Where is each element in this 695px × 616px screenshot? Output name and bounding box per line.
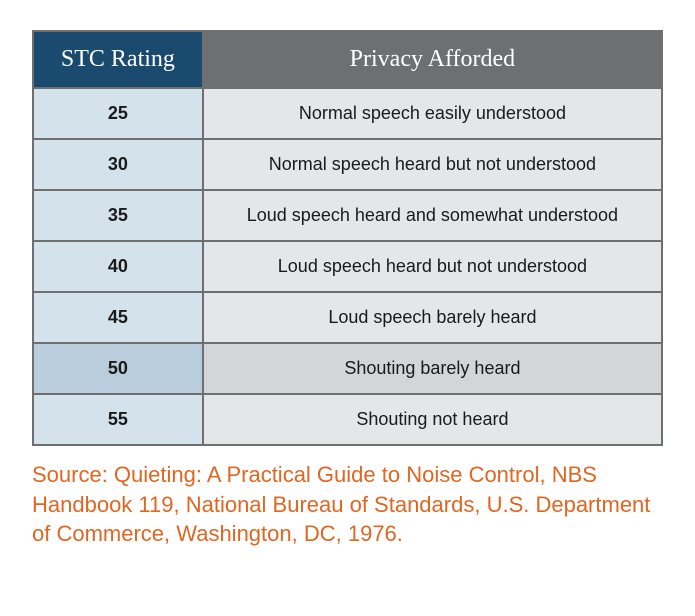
cell-privacy: Normal speech easily understood bbox=[203, 88, 662, 139]
cell-rating: 25 bbox=[33, 88, 203, 139]
cell-privacy: Loud speech heard but not understood bbox=[203, 241, 662, 292]
cell-rating: 30 bbox=[33, 139, 203, 190]
cell-privacy: Loud speech barely heard bbox=[203, 292, 662, 343]
cell-privacy: Shouting not heard bbox=[203, 394, 662, 445]
table-row: 40 Loud speech heard but not understood bbox=[33, 241, 662, 292]
table-row: 55 Shouting not heard bbox=[33, 394, 662, 445]
table-row: 50 Shouting barely heard bbox=[33, 343, 662, 394]
column-header-privacy: Privacy Afforded bbox=[203, 31, 662, 88]
source-citation: Source: Quieting: A Practical Guide to N… bbox=[32, 460, 663, 549]
table-header-row: STC Rating Privacy Afforded bbox=[33, 31, 662, 88]
cell-privacy: Normal speech heard but not understood bbox=[203, 139, 662, 190]
cell-rating: 50 bbox=[33, 343, 203, 394]
table-row: 30 Normal speech heard but not understoo… bbox=[33, 139, 662, 190]
cell-privacy: Shouting barely heard bbox=[203, 343, 662, 394]
table-row: 35 Loud speech heard and somewhat unders… bbox=[33, 190, 662, 241]
table-row: 45 Loud speech barely heard bbox=[33, 292, 662, 343]
table-row: 25 Normal speech easily understood bbox=[33, 88, 662, 139]
cell-privacy: Loud speech heard and somewhat understoo… bbox=[203, 190, 662, 241]
cell-rating: 45 bbox=[33, 292, 203, 343]
cell-rating: 35 bbox=[33, 190, 203, 241]
cell-rating: 55 bbox=[33, 394, 203, 445]
column-header-rating: STC Rating bbox=[33, 31, 203, 88]
cell-rating: 40 bbox=[33, 241, 203, 292]
stc-table: STC Rating Privacy Afforded 25 Normal sp… bbox=[32, 30, 663, 446]
